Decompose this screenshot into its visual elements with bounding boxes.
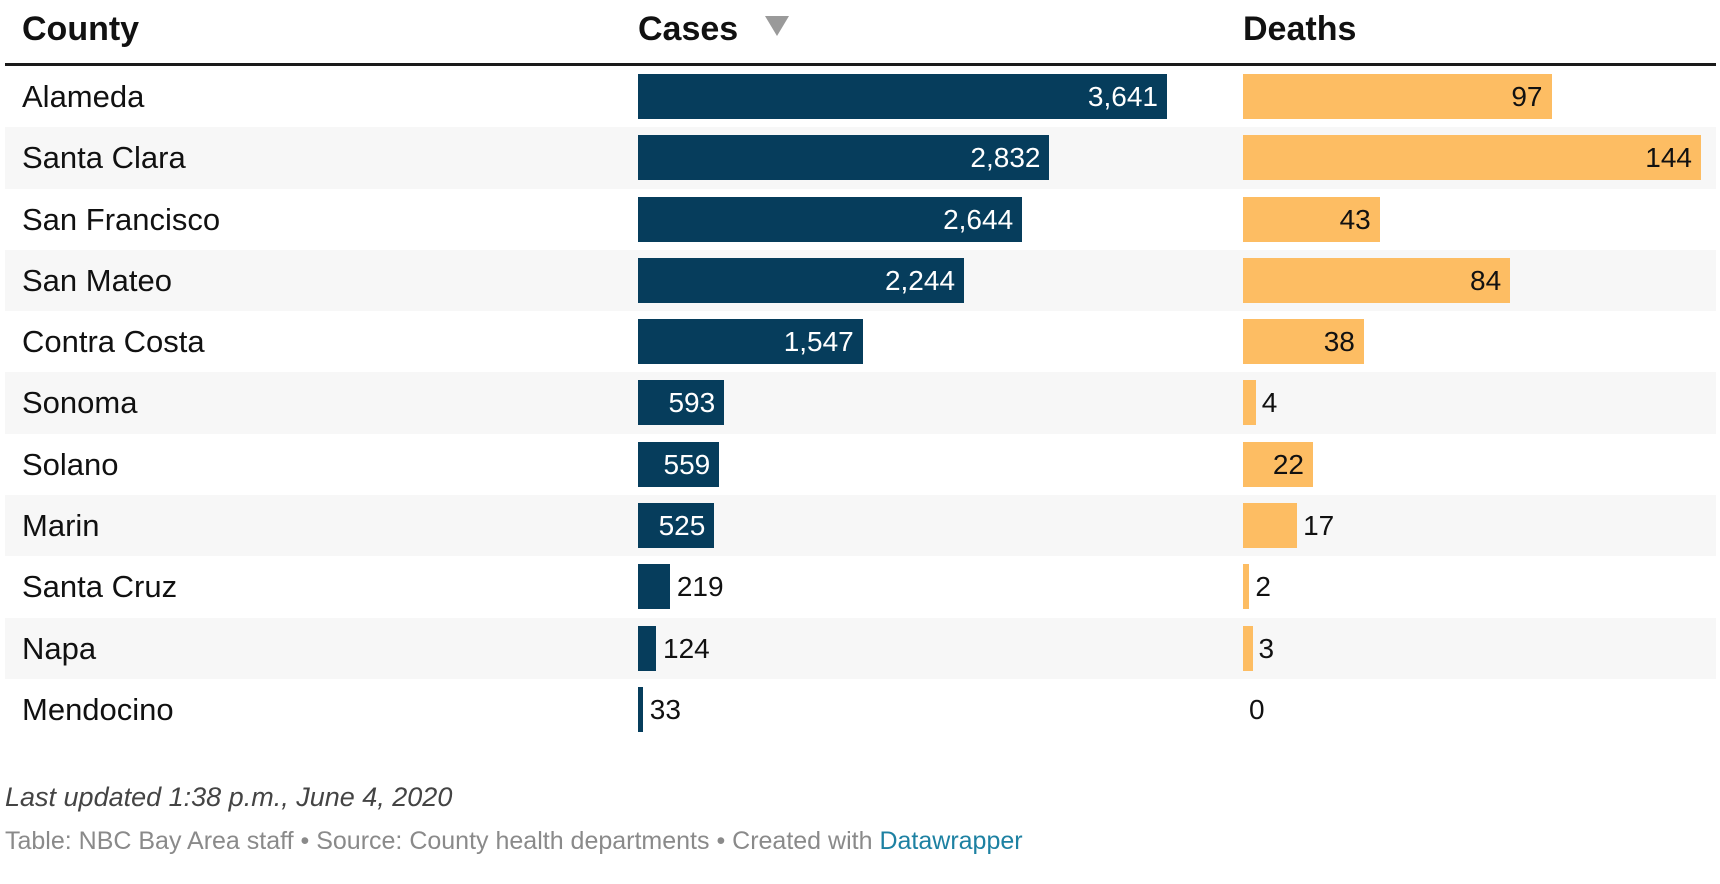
column-header-cases[interactable]: Cases xyxy=(638,10,739,48)
cases-bar xyxy=(638,196,1023,242)
deaths-bar xyxy=(1243,564,1250,610)
deaths-value-label: 144 xyxy=(1645,142,1692,174)
column-header-deaths[interactable]: Deaths xyxy=(1243,10,1357,48)
county-name: Solano xyxy=(22,446,119,482)
deaths-value-label: 3 xyxy=(1258,632,1275,664)
deaths-value-label: 2 xyxy=(1255,571,1271,603)
table-row: Santa Clara 2,832 144 xyxy=(5,127,1716,189)
cases-value-label: 1,547 xyxy=(783,326,854,358)
cases-bar xyxy=(638,135,1050,181)
table-row: Napa 124 3 xyxy=(5,617,1716,679)
deaths-bar xyxy=(1243,135,1701,181)
county-name: Napa xyxy=(22,630,97,666)
county-name: San Mateo xyxy=(22,262,172,298)
cases-bar xyxy=(638,441,720,487)
deaths-bar xyxy=(1243,74,1552,119)
deaths-value-label: 38 xyxy=(1323,326,1355,358)
datawrapper-link[interactable]: Datawrapper xyxy=(879,827,1023,855)
cases-value-label: 559 xyxy=(663,448,711,480)
cases-value-label: 33 xyxy=(649,693,681,725)
cases-bar xyxy=(638,564,670,610)
deaths-value-label: 43 xyxy=(1339,203,1371,235)
cases-bar xyxy=(638,625,657,671)
table-row: San Francisco 2,644 43 xyxy=(5,189,1716,250)
county-name: Alameda xyxy=(22,79,145,114)
county-name: Marin xyxy=(22,508,100,544)
cases-value-label: 124 xyxy=(663,632,710,664)
county-name: Santa Cruz xyxy=(22,569,178,605)
data-table: County Cases Deaths Alameda 3,641 97 Santa … xyxy=(5,0,1716,740)
source-text: Table: NBC Bay Area staff • Source: Coun… xyxy=(5,827,880,855)
cases-bar xyxy=(638,257,965,303)
table-row: Santa Cruz 219 2 xyxy=(5,556,1716,617)
deaths-bar xyxy=(1243,257,1511,303)
cases-bar xyxy=(638,319,863,365)
deaths-value-label: 22 xyxy=(1272,448,1304,480)
cases-value-label: 219 xyxy=(676,571,724,603)
last-updated-note: Last updated 1:38 p.m., June 4, 2020 xyxy=(5,782,453,812)
deaths-bar xyxy=(1243,380,1256,426)
deaths-bar xyxy=(1243,625,1253,671)
column-header-county[interactable]: County xyxy=(22,10,140,48)
table-row: Marin 525 17 xyxy=(5,495,1716,557)
cases-value-label: 2,832 xyxy=(970,142,1041,174)
cases-value-label: 2,244 xyxy=(884,264,956,296)
cases-value-label: 525 xyxy=(658,510,706,542)
deaths-bar xyxy=(1243,503,1298,549)
table-row: Sonoma 593 4 xyxy=(5,372,1716,434)
table-row: Alameda 3,641 97 xyxy=(5,66,1716,127)
deaths-value-label: 4 xyxy=(1261,387,1278,419)
table-body: Alameda 3,641 97 Santa Clara 2,832 144 San Fra… xyxy=(5,66,1716,740)
cases-value-label: 3,641 xyxy=(1087,81,1158,112)
deaths-bar xyxy=(1243,319,1364,365)
deaths-value-label: 84 xyxy=(1470,264,1502,296)
table-row: San Mateo 2,244 84 xyxy=(5,249,1716,312)
cases-bar xyxy=(638,380,725,426)
table-row: Contra Costa 1,547 38 xyxy=(5,311,1716,372)
county-name: Sonoma xyxy=(22,385,138,421)
county-name: Contra Costa xyxy=(22,324,205,360)
cases-value-label: 2,644 xyxy=(943,203,1014,235)
county-name: Mendocino xyxy=(22,691,174,727)
table-header: County Cases Deaths xyxy=(5,0,1716,66)
sort-descending-icon[interactable] xyxy=(765,16,789,36)
deaths-bar xyxy=(1243,196,1380,242)
footer: Last updated 1:38 p.m., June 4, 2020 Tab… xyxy=(5,782,1023,855)
cases-bar xyxy=(638,503,715,549)
deaths-value-label: 0 xyxy=(1249,693,1265,725)
deaths-bar xyxy=(1243,441,1313,487)
cases-bar xyxy=(638,686,643,732)
table-row: Mendocino 33 0 xyxy=(5,679,1716,740)
source-notes: Table: NBC Bay Area staff • Source: Coun… xyxy=(5,827,1023,856)
county-name: Santa Clara xyxy=(22,140,186,176)
cases-bar xyxy=(638,74,1167,119)
deaths-value-label: 97 xyxy=(1511,81,1543,112)
county-name: San Francisco xyxy=(22,201,221,237)
table-row: Solano 559 22 xyxy=(5,434,1716,495)
cases-value-label: 593 xyxy=(668,387,716,419)
deaths-value-label: 17 xyxy=(1303,510,1335,542)
